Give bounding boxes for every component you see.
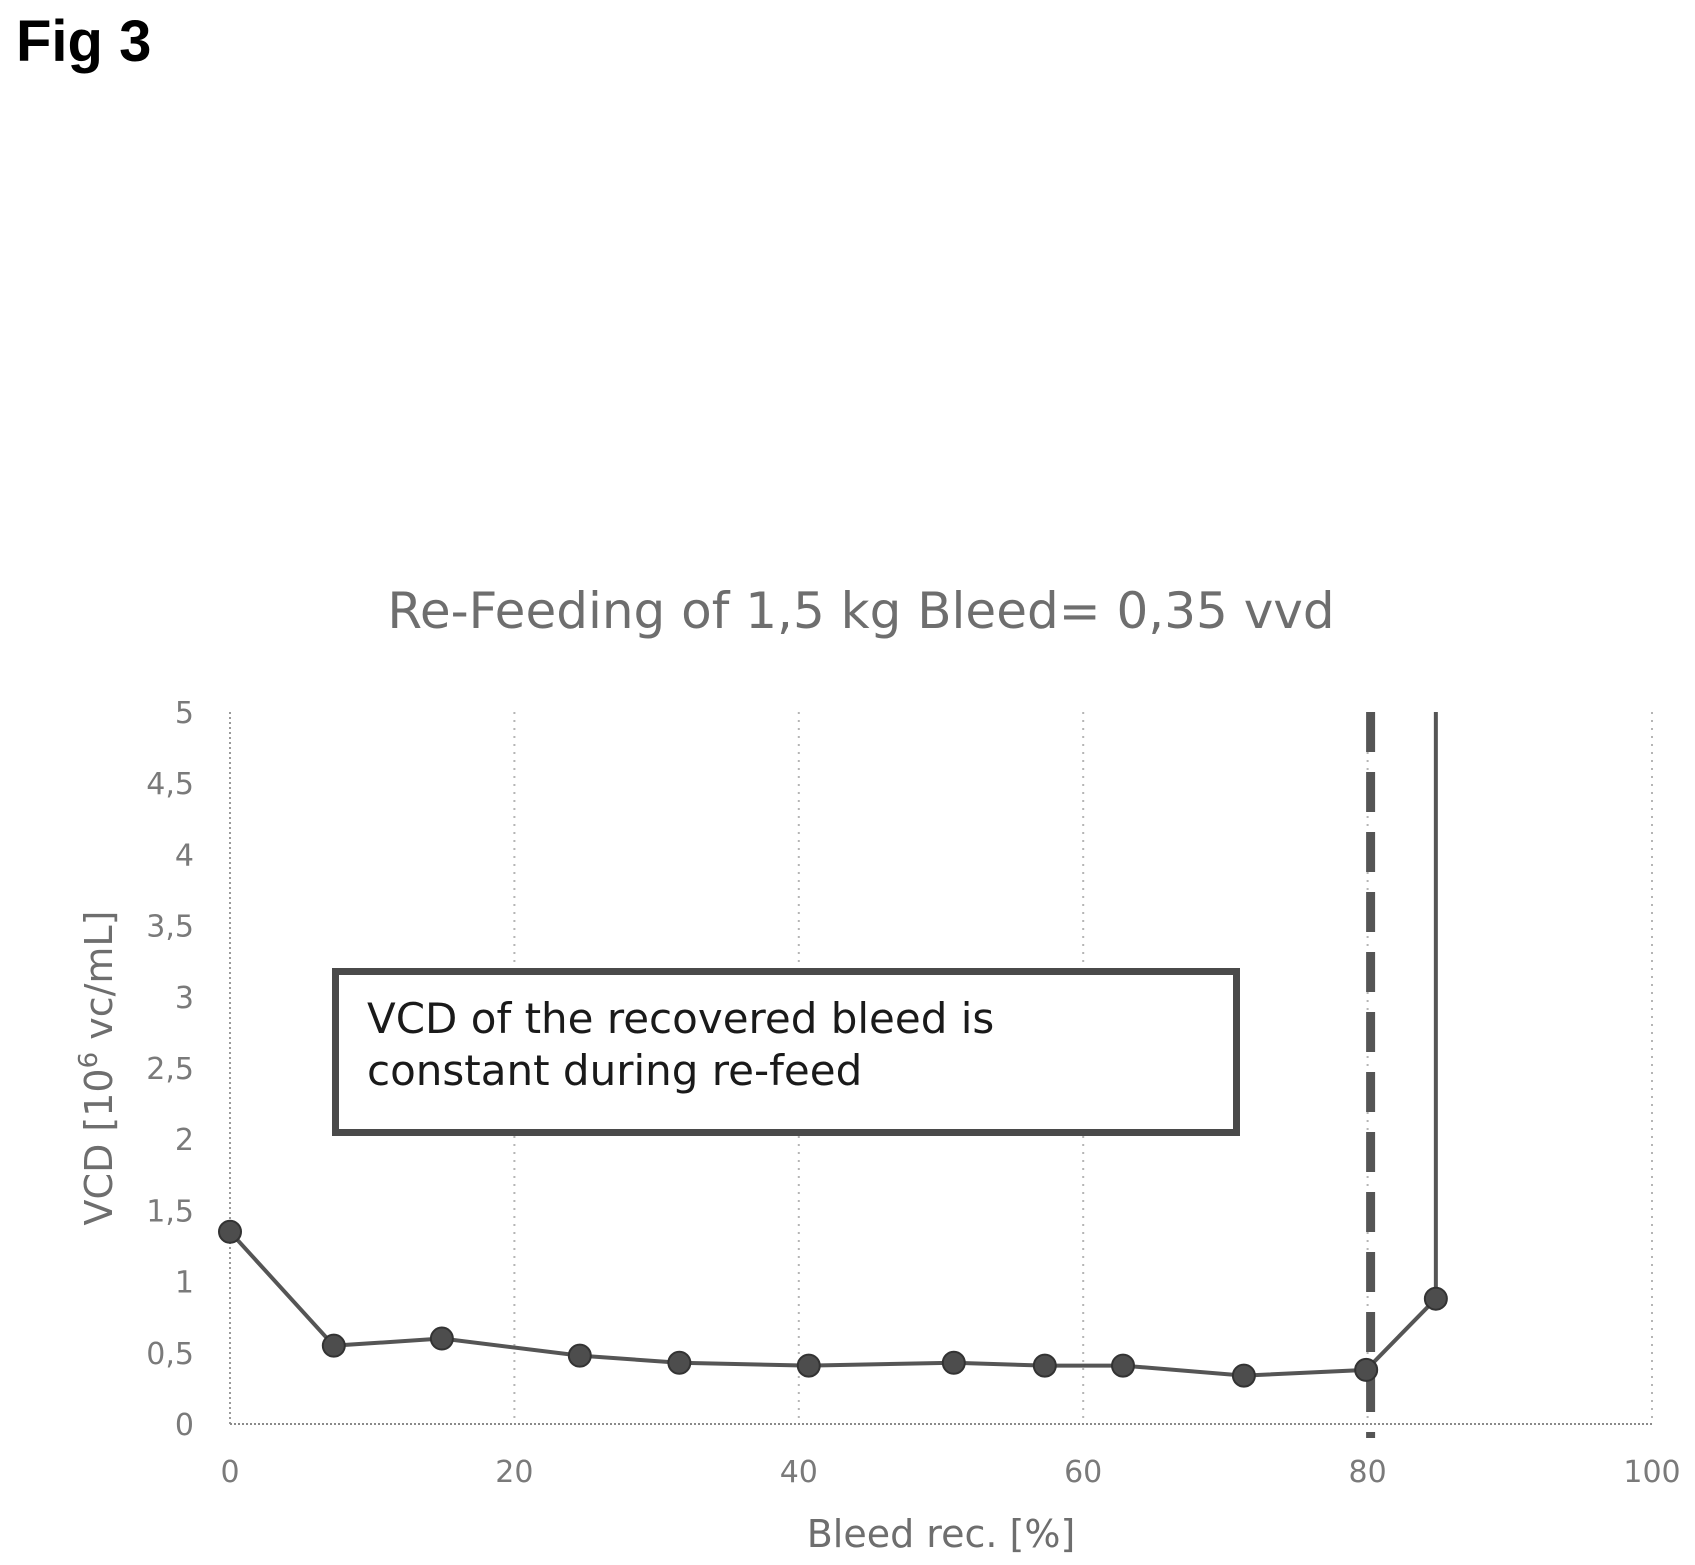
- grid-lines: [513, 712, 1653, 1424]
- x-tick-label: 20: [495, 1455, 533, 1490]
- y-tick-label: 3,5: [146, 910, 194, 945]
- x-tick-label: 100: [1623, 1455, 1680, 1490]
- series-line: [228, 1230, 1438, 1378]
- y-tick-label: 5: [175, 696, 194, 731]
- y-tick-label: 4: [175, 838, 194, 873]
- data-point: [321, 1333, 346, 1358]
- data-point: [567, 1343, 592, 1368]
- y-tick-label: 0: [175, 1408, 194, 1443]
- y-tick-label: 1,5: [146, 1194, 194, 1229]
- data-point: [218, 1219, 242, 1244]
- y-tick-label: 3: [175, 981, 194, 1016]
- data-point: [1032, 1353, 1057, 1378]
- data-point: [667, 1350, 692, 1375]
- x-tick-label: 0: [220, 1455, 239, 1490]
- y-axis-label: VCD [106 vc/mL]: [74, 911, 121, 1226]
- annotation-line-2: constant during re-feed: [367, 1046, 863, 1095]
- tick-labels: 0 0,5 1 1,5 2 2,5 3 3,5 4 4,5 5 0 20 40 60 80 100: [146, 696, 1680, 1490]
- series-group: [218, 712, 1448, 1388]
- data-point: [1111, 1353, 1136, 1378]
- figure-label: Fig 3: [16, 9, 152, 74]
- annotation-line-1: VCD of the recovered bleed is: [367, 994, 995, 1043]
- axes: [229, 712, 1652, 1425]
- y-tick-label: 4,5: [146, 767, 194, 802]
- y-tick-label: 2,5: [146, 1052, 194, 1087]
- y-tick-label: 1: [175, 1266, 194, 1301]
- data-point: [429, 1326, 454, 1351]
- y-tick-label: 0,5: [146, 1337, 194, 1372]
- x-axis-label: Bleed rec. [%]: [807, 1512, 1076, 1556]
- data-point: [941, 1350, 966, 1375]
- x-tick-label: 40: [780, 1455, 818, 1490]
- y-axis-label-prefix: VCD [10: [77, 1068, 121, 1225]
- y-axis-label-sup: 6: [74, 1052, 104, 1069]
- y-tick-label: 2: [175, 1123, 194, 1158]
- x-tick-label: 60: [1064, 1455, 1102, 1490]
- y-axis-label-suffix: vc/mL]: [77, 911, 121, 1052]
- data-point: [1231, 1363, 1256, 1388]
- data-point: [796, 1353, 821, 1378]
- annotation-box: VCD of the recovered bleed is constant d…: [332, 968, 1240, 1136]
- data-point: [1354, 1357, 1379, 1382]
- chart-title: Re-Feeding of 1,5 kg Bleed= 0,35 vvd: [387, 582, 1334, 640]
- data-point: [1423, 1286, 1448, 1311]
- x-tick-label: 80: [1349, 1455, 1387, 1490]
